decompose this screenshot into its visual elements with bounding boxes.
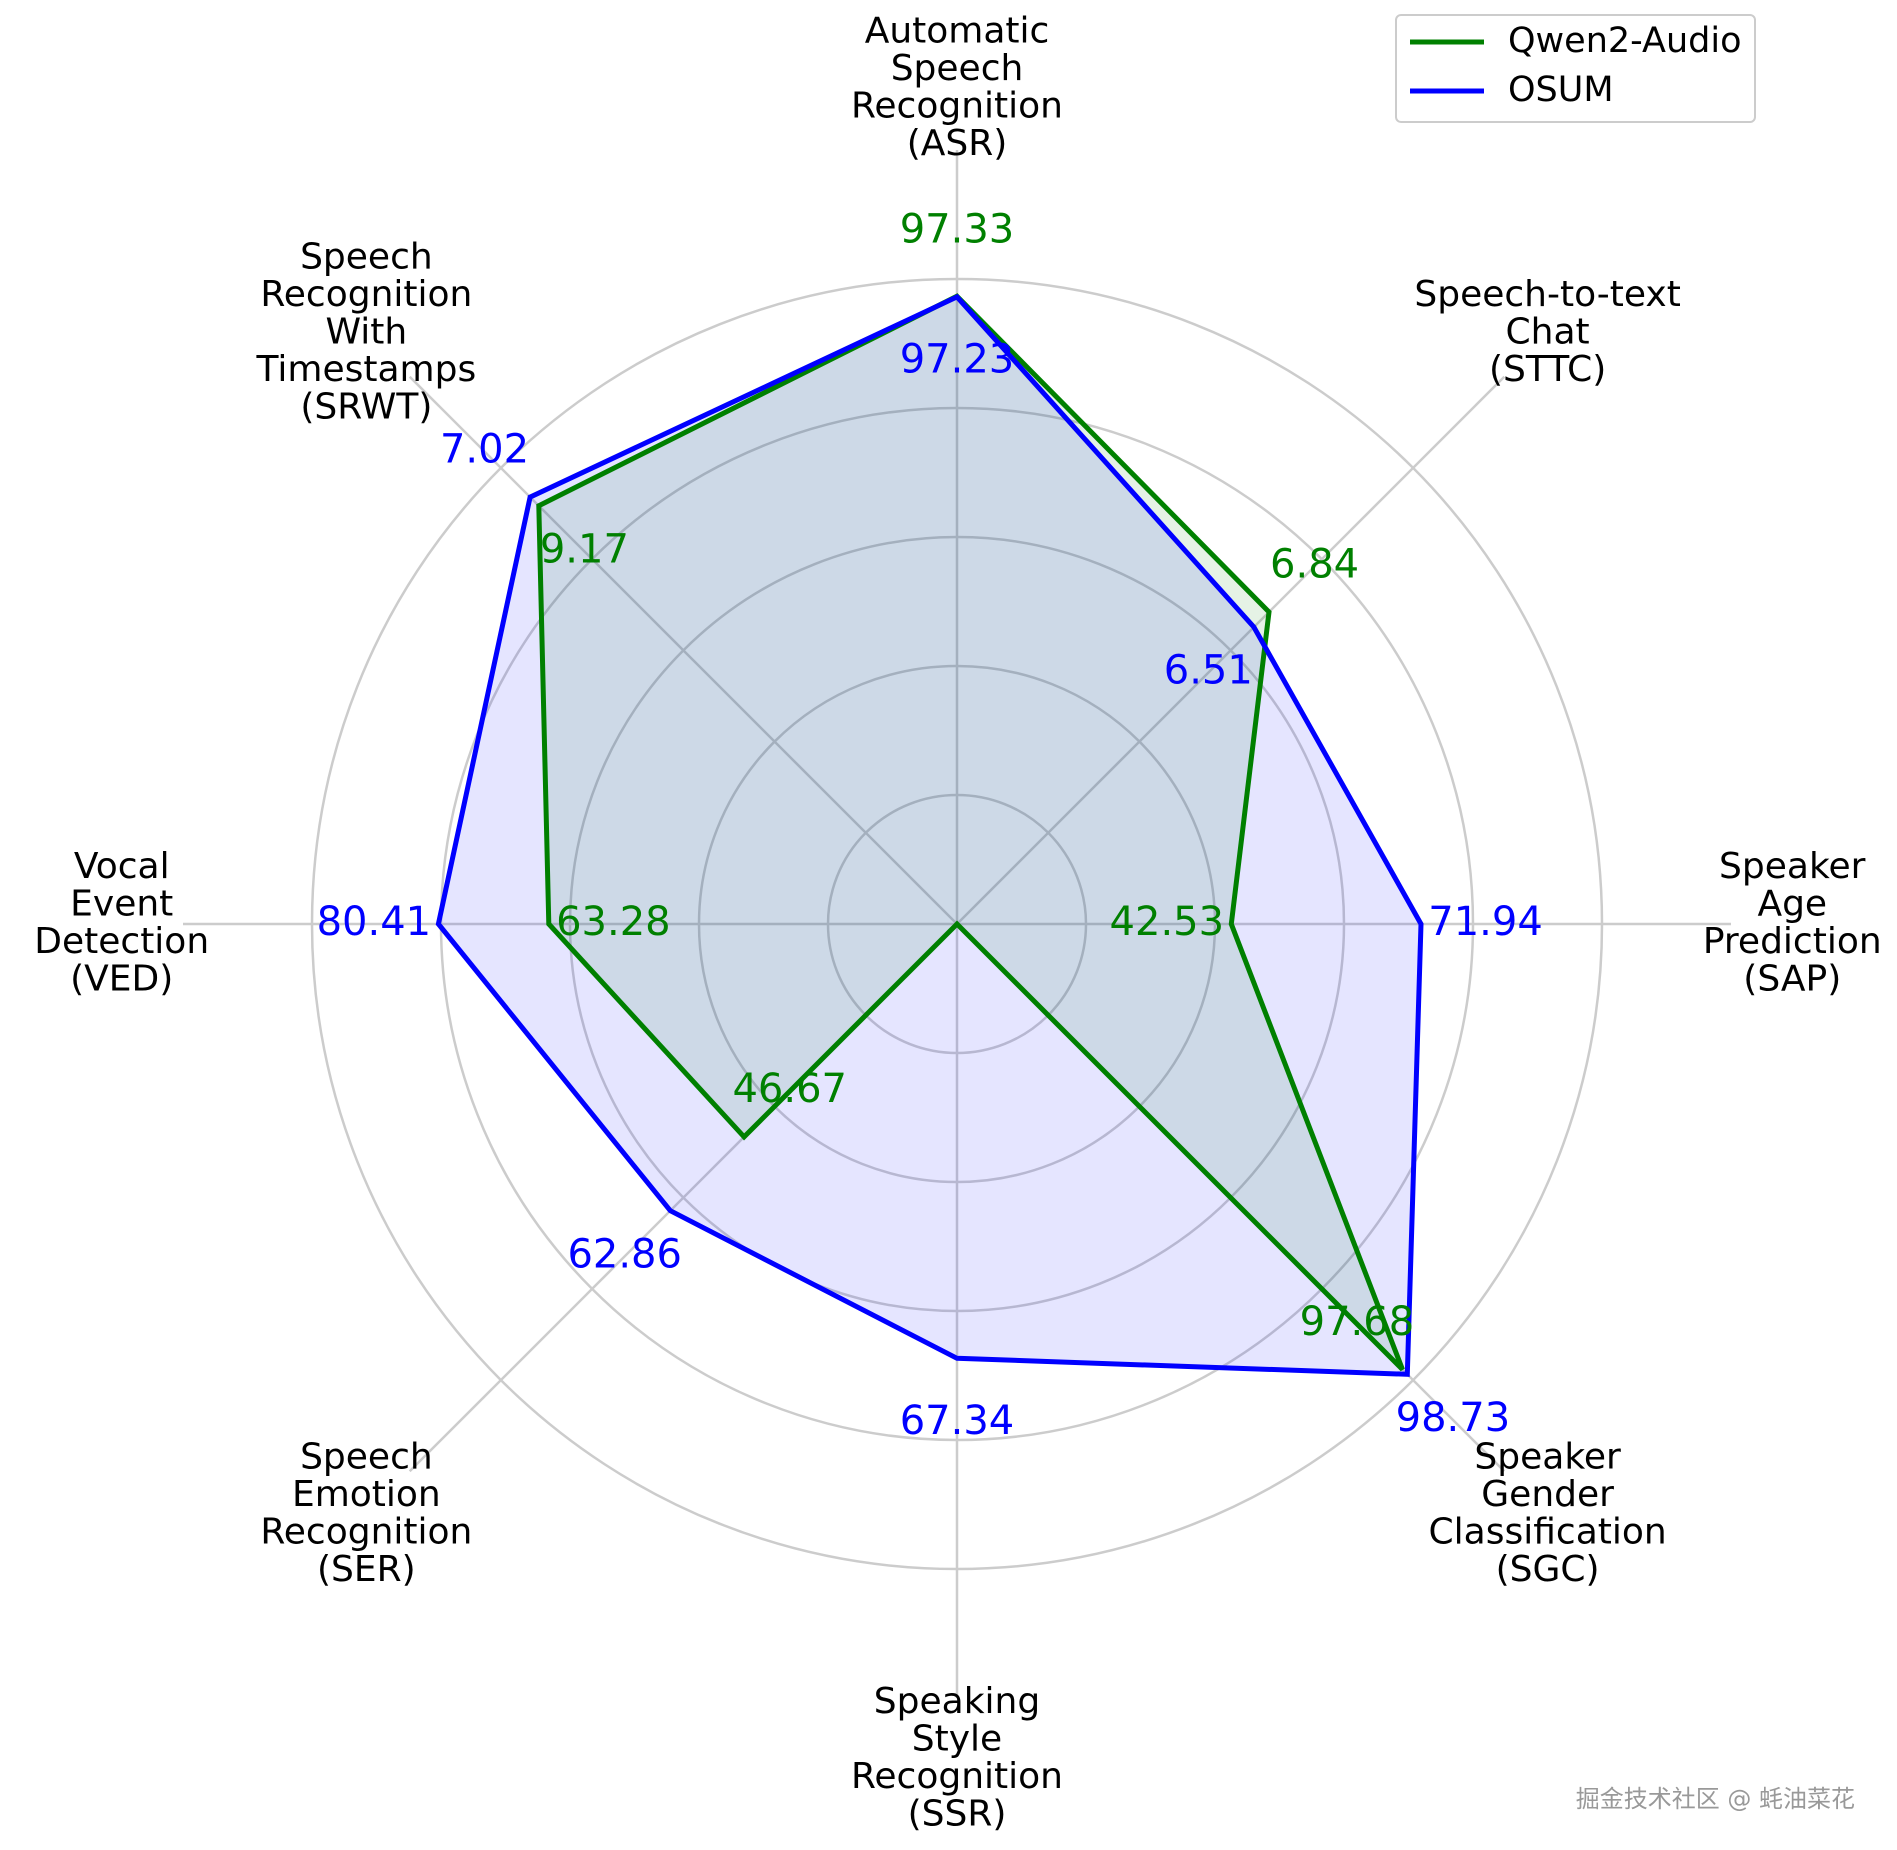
- legend-box: [1395, 14, 1756, 123]
- legend-label: Qwen2-Audio: [1508, 21, 1742, 61]
- category-label: Speech Recognition With Timestamps (SRWT): [256, 236, 477, 427]
- series-area: [538, 296, 1403, 1370]
- category-label: Speech Emotion Recognition (SER): [260, 1436, 472, 1590]
- axis-spoke: [408, 375, 958, 925]
- category-label: Automatic Speech Recognition (ASR): [851, 10, 1063, 164]
- value-label: 42.53: [1110, 899, 1225, 945]
- category-label: Vocal Event Detection (VED): [34, 846, 209, 1000]
- series-line: [536, 293, 1405, 1372]
- value-label: 6.84: [1270, 541, 1359, 587]
- category-label: Speech-to-text Chat (STTC): [1414, 274, 1680, 390]
- category-label: Speaker Gender Classification (SGC): [1429, 1436, 1667, 1590]
- value-label: 63.28: [556, 899, 671, 945]
- value-label: 9.17: [540, 526, 629, 572]
- value-label: 67.34: [900, 1398, 1015, 1444]
- value-label: 97.33: [900, 207, 1015, 253]
- value-label: 98.73: [1396, 1395, 1511, 1441]
- axis-spoke: [956, 375, 1506, 925]
- watermark: 掘金技术社区 @ 蚝油菜花: [1576, 1785, 1855, 1813]
- legend-label: OSUM: [1508, 70, 1614, 110]
- value-label: 71.94: [1428, 899, 1543, 945]
- value-label: 46.67: [732, 1066, 847, 1112]
- category-label: Speaking Style Recognition (SSR): [851, 1681, 1063, 1835]
- category-label: Speaker Age Prediction (SAP): [1703, 846, 1882, 1000]
- value-label: 97.68: [1300, 1299, 1415, 1345]
- value-label: 62.86: [567, 1231, 682, 1277]
- value-label: 80.41: [317, 899, 432, 945]
- series-area: [438, 296, 1421, 1375]
- series-line: [435, 293, 1424, 1377]
- value-label: 6.51: [1164, 648, 1253, 694]
- value-label: 97.23: [900, 336, 1015, 382]
- value-label: 7.02: [440, 426, 529, 472]
